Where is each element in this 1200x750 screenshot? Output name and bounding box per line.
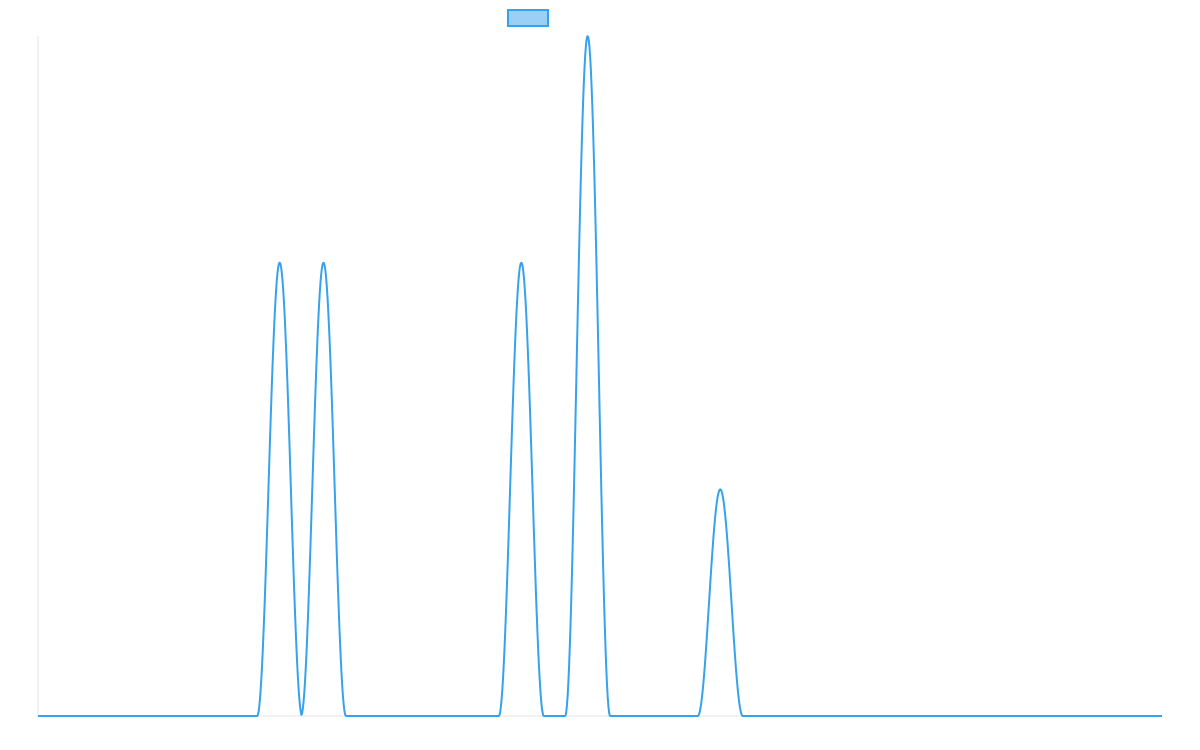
legend-swatch[interactable] bbox=[507, 9, 549, 27]
series-line bbox=[37, 35, 1163, 717]
